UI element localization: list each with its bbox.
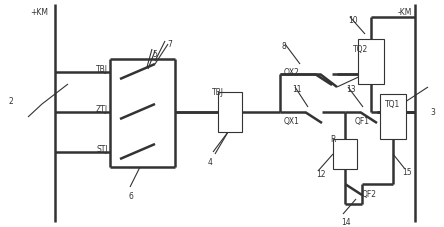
Text: ZTJ: ZTJ	[96, 105, 108, 114]
Text: QF2: QF2	[362, 189, 377, 198]
Text: 4: 4	[208, 157, 213, 166]
Text: 6: 6	[128, 191, 133, 200]
Text: TQ1: TQ1	[385, 100, 400, 109]
Text: TBJ: TBJ	[212, 88, 224, 96]
Text: 10: 10	[348, 16, 357, 25]
Text: 11: 11	[292, 85, 301, 94]
Text: +KM: +KM	[30, 8, 48, 17]
Bar	[218, 93, 242, 132]
Text: -KM: -KM	[398, 8, 412, 17]
Bar	[380, 95, 406, 139]
Text: 12: 12	[316, 169, 325, 178]
Text: 3: 3	[430, 108, 435, 116]
Text: STJ: STJ	[96, 145, 108, 154]
Text: 13: 13	[346, 85, 356, 94]
Text: 14: 14	[341, 217, 351, 226]
Text: TQ2: TQ2	[353, 45, 369, 54]
Text: QX2: QX2	[284, 68, 300, 77]
Text: 15: 15	[402, 167, 412, 176]
Bar	[358, 40, 384, 85]
Text: QX1: QX1	[284, 116, 300, 126]
Text: R: R	[331, 134, 336, 143]
Bar	[333, 139, 357, 169]
Text: TBJ: TBJ	[96, 65, 108, 74]
Text: 8: 8	[282, 42, 287, 51]
Text: 2: 2	[8, 96, 13, 106]
Text: 5: 5	[152, 50, 157, 59]
Text: 7: 7	[167, 40, 172, 49]
Text: QF1: QF1	[355, 116, 370, 126]
